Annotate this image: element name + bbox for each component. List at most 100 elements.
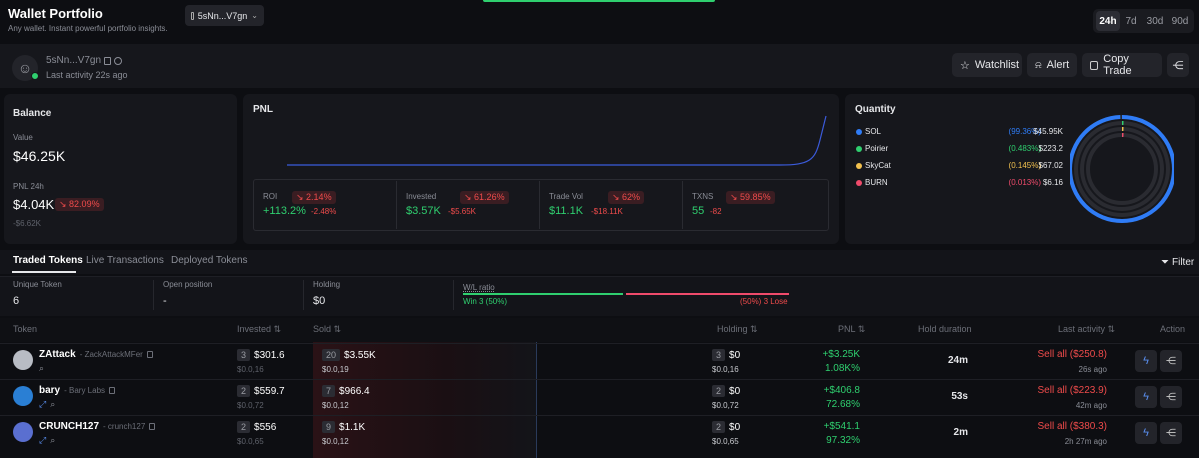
pnl-stat-change-pill: ↘ 59.85% xyxy=(726,191,775,204)
pnl-value: +$541.1 xyxy=(823,421,860,432)
table-row[interactable] xyxy=(0,343,1199,379)
cell-value: $559.7 xyxy=(254,386,285,397)
token-name[interactable]: bary xyxy=(39,385,61,396)
tab-active-underline xyxy=(12,271,76,273)
tx-count-badge: 2 xyxy=(237,421,251,433)
col-action: Action xyxy=(1160,324,1186,334)
hold-duration: 2m xyxy=(953,427,968,438)
pnl-stat-sub: -2.48% xyxy=(311,207,337,216)
share-button[interactable]: ⋲ xyxy=(1160,350,1182,372)
timeframe-30d[interactable]: 30d xyxy=(1146,15,1164,27)
balance-title: Balance xyxy=(13,108,52,119)
wallet-selector[interactable]: 5sNn...V7gn ⌄ xyxy=(185,5,264,26)
share-icon: ⋲ xyxy=(1172,59,1184,72)
col-pnl[interactable]: PNL ⇅ xyxy=(838,324,866,334)
copy-icon[interactable] xyxy=(109,387,116,394)
pump-icon[interactable]: ⤢ xyxy=(39,399,47,409)
alert-button[interactable]: ⍾ Alert xyxy=(1027,53,1077,77)
quantity-item-name: SOL xyxy=(865,127,882,136)
timeframe-24h[interactable]: 24h xyxy=(1096,11,1120,31)
pnl24h-value: $4.04K xyxy=(13,197,55,212)
timeframe-7d[interactable]: 7d xyxy=(1125,15,1137,27)
pnl-title: PNL xyxy=(253,104,273,115)
search-icon[interactable]: ⌕ xyxy=(50,399,56,409)
pnl-line xyxy=(287,115,827,166)
col-last-activity[interactable]: Last activity ⇅ xyxy=(1058,324,1116,334)
tabs-bar xyxy=(0,250,1199,274)
col-invested[interactable]: Invested ⇅ xyxy=(237,324,282,334)
table-row[interactable] xyxy=(0,379,1199,415)
watchlist-button[interactable]: ☆ Watchlist xyxy=(952,53,1022,77)
token-links: ⤢ ⌕ xyxy=(39,435,55,446)
table-row[interactable] xyxy=(0,415,1199,451)
search-icon[interactable]: ⌕ xyxy=(50,435,56,445)
arrow-down-icon: ↘ xyxy=(464,192,475,202)
donut-arc-poirier xyxy=(1074,121,1170,217)
copy-icon[interactable] xyxy=(149,423,156,430)
tx-count-badge: 2 xyxy=(237,385,251,397)
unique-token-label: Unique Token xyxy=(13,280,62,289)
balance-value: $46.25K xyxy=(13,148,66,164)
cell-value: $1.1K xyxy=(339,422,366,433)
quantity-item-name: BURN xyxy=(865,178,888,187)
col-sold-label: Sold xyxy=(313,324,332,334)
quantity-item-name: SkyCat xyxy=(865,161,891,170)
divider xyxy=(303,280,304,310)
page-title: Wallet Portfolio xyxy=(8,6,103,21)
sell-all-link[interactable]: Sell all ($380.3) xyxy=(1037,421,1107,432)
donut-arc-burn xyxy=(1086,133,1158,205)
link-icon[interactable] xyxy=(114,56,123,65)
share-button[interactable]: ⋲ xyxy=(1160,386,1182,408)
quantity-item-name: Poirier xyxy=(865,144,889,153)
quick-buy-button[interactable]: ϟ xyxy=(1135,386,1157,408)
quantity-item-pct: (0.145%) xyxy=(1008,161,1041,170)
arrow-down-icon: ↘ xyxy=(612,192,623,202)
online-dot xyxy=(31,72,39,80)
quick-buy-button[interactable]: ϟ xyxy=(1135,350,1157,372)
copy-trade-button[interactable]: Copy Trade xyxy=(1082,53,1162,77)
token-links: ⤢ ⌕ xyxy=(39,399,55,410)
copy-icon[interactable] xyxy=(146,351,153,358)
quick-buy-button[interactable]: ϟ xyxy=(1135,422,1157,444)
holding-label: Holding xyxy=(313,280,341,289)
token-name[interactable]: ZAttack xyxy=(39,349,76,360)
pump-icon[interactable]: ⤢ xyxy=(39,435,47,445)
pnl24h-change-badge: ↘ 82.09% xyxy=(55,198,104,211)
tab-live-transactions[interactable]: Live Transactions xyxy=(86,255,164,266)
filter-button[interactable]: ⏷ Filter xyxy=(1161,257,1194,268)
quantity-item-value: $45.95K xyxy=(1033,127,1063,136)
pnl-percent: 72.68% xyxy=(826,399,860,410)
watchlist-label: Watchlist xyxy=(974,59,1020,71)
share-button[interactable]: ⋲ xyxy=(1160,422,1182,444)
value-cell: 2 $0 xyxy=(712,385,740,397)
divider xyxy=(453,280,454,310)
token-name[interactable]: CRUNCH127 xyxy=(39,421,100,432)
col-holding[interactable]: Holding ⇅ xyxy=(717,324,758,334)
legend-dot xyxy=(856,129,862,135)
search-icon[interactable]: ⌕ xyxy=(39,363,45,373)
profile-name: 5sNn...V7gn xyxy=(46,55,123,66)
tab-deployed-tokens[interactable]: Deployed Tokens xyxy=(171,255,248,266)
value-cell: 3 $301.6 xyxy=(237,349,285,361)
tx-count-badge: 3 xyxy=(712,349,726,361)
cell-sub: $0.0,16 xyxy=(712,365,739,374)
quantity-donut-chart xyxy=(1070,115,1174,223)
cell-value: $0 xyxy=(729,350,741,361)
timeframe-90d[interactable]: 90d xyxy=(1171,15,1189,27)
tab-traded-tokens[interactable]: Traded Tokens xyxy=(13,255,83,266)
sell-all-link[interactable]: Sell all ($250.8) xyxy=(1037,349,1107,360)
lose-text: (50%) 3 Lose xyxy=(740,297,788,306)
legend-dot xyxy=(856,163,862,169)
cell-sub: $0.0,16 xyxy=(237,365,264,374)
copy-icon[interactable] xyxy=(104,56,112,65)
share-icon: ⋲ xyxy=(1166,355,1176,367)
sell-all-link[interactable]: Sell all ($223.9) xyxy=(1037,385,1107,396)
donut-track xyxy=(1080,127,1164,211)
pnl-percent: 97.32% xyxy=(826,435,860,446)
col-sold[interactable]: Sold ⇅ xyxy=(313,324,342,334)
share-button[interactable]: ⋲ xyxy=(1167,53,1189,77)
value-cell: 20 $3.55K xyxy=(322,349,376,361)
bell-icon: ⍾ xyxy=(1035,59,1042,71)
cell-sub: $0.0,65 xyxy=(237,437,264,446)
pnl24h-change: 82.09% xyxy=(69,199,100,209)
